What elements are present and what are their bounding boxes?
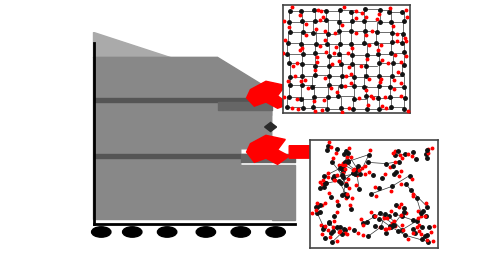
Polygon shape: [272, 166, 295, 220]
Polygon shape: [94, 57, 272, 220]
Circle shape: [158, 227, 177, 237]
Polygon shape: [264, 122, 276, 131]
Circle shape: [231, 227, 250, 237]
Polygon shape: [246, 81, 289, 108]
Polygon shape: [246, 135, 289, 164]
Circle shape: [196, 227, 216, 237]
Circle shape: [122, 227, 142, 237]
Polygon shape: [289, 146, 380, 158]
Polygon shape: [289, 87, 324, 108]
Circle shape: [266, 227, 285, 237]
Polygon shape: [94, 32, 272, 116]
Circle shape: [92, 227, 111, 237]
